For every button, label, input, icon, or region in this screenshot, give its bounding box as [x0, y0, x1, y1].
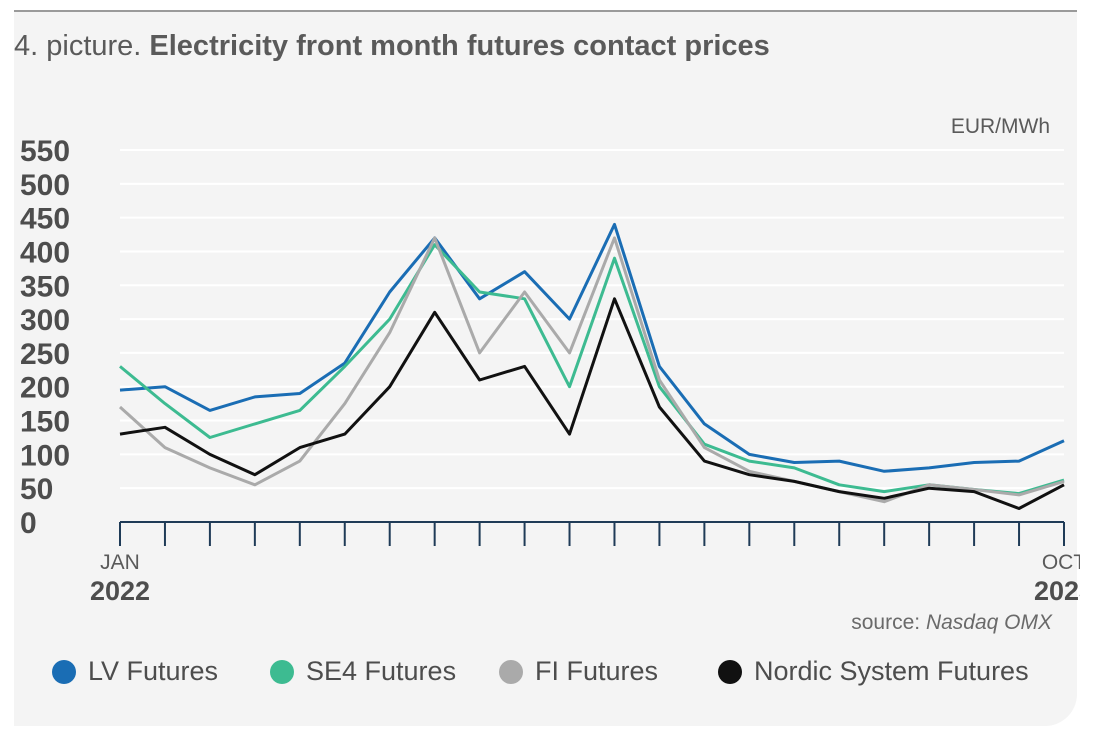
y-tick-label: 550 — [20, 135, 70, 168]
y-tick-label: 200 — [20, 372, 70, 405]
y-tick-label: 500 — [20, 169, 70, 202]
chart-card — [14, 10, 1077, 726]
legend-item: SE4 Futures — [270, 656, 456, 687]
y-tick-label: 300 — [20, 304, 70, 337]
legend-label: LV Futures — [88, 656, 219, 686]
title-prefix: 4. picture. — [14, 30, 142, 62]
line-chart: EUR/MWh 05010015020025030035040045050055… — [20, 115, 1080, 606]
legend-label: Nordic System Futures — [754, 656, 1029, 686]
source-label: source: — [851, 611, 921, 634]
chart-title: 4. picture. Electricity front month futu… — [14, 30, 770, 63]
y-tick-label: 150 — [20, 406, 70, 439]
x-year-label: 2023 — [1034, 576, 1080, 606]
series-line — [119, 222, 1065, 473]
x-month-label: JAN — [100, 551, 140, 574]
legend-label: FI Futures — [535, 656, 659, 686]
y-tick-label: 50 — [20, 473, 53, 506]
gridlines — [120, 149, 1064, 523]
legend-swatch — [270, 659, 294, 684]
source-name: Nasdaq OMX — [925, 611, 1052, 634]
y-tick-label: 450 — [20, 203, 70, 236]
y-tick-label: 250 — [20, 338, 70, 371]
series-line — [119, 297, 1065, 510]
y-tick-label: 0 — [20, 507, 37, 540]
title-main: Electricity front month futures contact … — [149, 30, 770, 62]
legend-item: FI Futures — [499, 656, 658, 687]
legend-item: LV Futures — [52, 656, 218, 687]
legend-swatch — [499, 659, 523, 684]
series-lines — [118, 222, 1065, 510]
unit-label: EUR/MWh — [951, 115, 1050, 138]
series-line — [119, 243, 1065, 496]
legend-swatch — [718, 659, 742, 684]
y-tick-label: 400 — [20, 236, 70, 269]
y-tick-label: 100 — [20, 439, 70, 472]
y-tick-label: 350 — [20, 270, 70, 303]
legend-label: SE4 Futures — [306, 656, 457, 686]
legend-swatch — [52, 659, 76, 684]
x-month-label: OCT — [1042, 551, 1080, 574]
x-year-label: 2022 — [90, 576, 150, 606]
legend-item: Nordic System Futures — [718, 656, 1029, 687]
legend: LV Futures SE4 Futures FI Futures Nordic Sy… — [52, 656, 1052, 692]
source-note: source: Nasdaq OMX — [851, 611, 1052, 635]
x-axis — [119, 521, 1065, 546]
